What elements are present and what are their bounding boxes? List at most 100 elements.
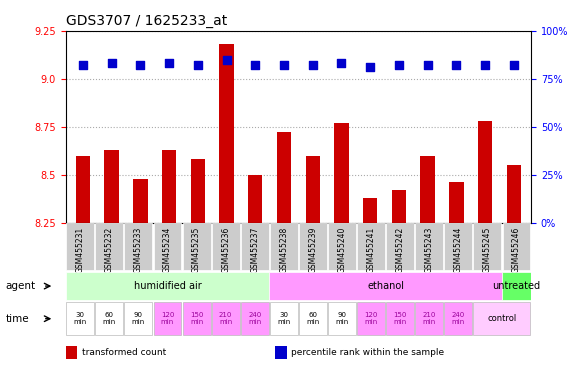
Text: untreated: untreated [492,281,541,291]
Text: GSM455241: GSM455241 [367,227,376,273]
FancyBboxPatch shape [66,223,94,270]
Bar [191,159,205,223]
FancyBboxPatch shape [415,302,443,335]
FancyBboxPatch shape [415,223,443,270]
Bar [104,150,119,223]
FancyBboxPatch shape [357,223,385,270]
Bar [392,190,406,223]
Text: 150
min: 150 min [190,312,203,325]
FancyBboxPatch shape [95,223,123,270]
Bar [478,121,492,223]
Text: 240
min: 240 min [452,312,465,325]
Bar [363,198,377,223]
FancyBboxPatch shape [124,223,152,270]
Bar [420,156,435,223]
Text: agent: agent [6,281,36,291]
Bar [449,182,464,223]
Text: GSM455231: GSM455231 [76,227,85,273]
FancyBboxPatch shape [270,272,502,300]
Point [365,64,375,70]
FancyBboxPatch shape [386,302,414,335]
Point [136,62,145,68]
Text: 210
min: 210 min [423,312,436,325]
Bar [277,132,291,223]
Text: 240
min: 240 min [248,312,262,325]
Text: 120
min: 120 min [364,312,378,325]
Text: 90
min: 90 min [132,312,145,325]
FancyBboxPatch shape [241,302,269,335]
Text: GDS3707 / 1625233_at: GDS3707 / 1625233_at [66,14,227,28]
Point [423,62,432,68]
FancyBboxPatch shape [183,223,211,270]
Text: 30
min: 30 min [277,312,291,325]
Text: control: control [487,314,517,323]
FancyBboxPatch shape [328,302,356,335]
Bar [334,123,349,223]
Point [395,62,404,68]
Text: GSM455239: GSM455239 [308,227,317,273]
FancyBboxPatch shape [95,302,123,335]
FancyBboxPatch shape [270,223,297,270]
Text: GSM455237: GSM455237 [250,227,259,273]
Text: humidified air: humidified air [134,281,202,291]
Text: GSM455235: GSM455235 [192,227,201,273]
Bar [506,165,521,223]
Text: GSM455238: GSM455238 [279,227,288,273]
Point [222,56,231,63]
FancyBboxPatch shape [66,302,94,335]
Bar [305,156,320,223]
Text: GSM455233: GSM455233 [134,227,143,273]
Bar [133,179,147,223]
Point [279,62,288,68]
Text: GSM455236: GSM455236 [221,227,230,273]
Text: 60
min: 60 min [306,312,320,325]
FancyBboxPatch shape [212,223,240,270]
Point [337,60,346,66]
FancyBboxPatch shape [154,302,182,335]
FancyBboxPatch shape [502,223,530,270]
Point [78,62,87,68]
Text: GSM455246: GSM455246 [512,227,521,273]
FancyBboxPatch shape [212,302,240,335]
Point [308,62,317,68]
Text: GSM455232: GSM455232 [105,227,114,273]
Bar [66,346,77,359]
FancyBboxPatch shape [270,302,297,335]
Bar [162,150,176,223]
Point [251,62,260,68]
FancyBboxPatch shape [473,223,501,270]
Point [509,62,518,68]
Text: 210
min: 210 min [219,312,232,325]
Bar [248,175,263,223]
Bar [76,156,90,223]
Text: 120
min: 120 min [161,312,174,325]
FancyBboxPatch shape [444,302,472,335]
Point [164,60,174,66]
FancyBboxPatch shape [357,302,385,335]
Text: GSM455234: GSM455234 [163,227,172,273]
Text: time: time [6,314,29,324]
FancyBboxPatch shape [124,302,152,335]
Point [193,62,202,68]
FancyBboxPatch shape [299,223,327,270]
Point [481,62,490,68]
Text: 30
min: 30 min [74,312,87,325]
Bar [275,346,287,359]
Text: GSM455243: GSM455243 [425,227,434,273]
Text: percentile rank within the sample: percentile rank within the sample [291,348,444,357]
FancyBboxPatch shape [473,302,530,335]
Text: 60
min: 60 min [103,312,116,325]
FancyBboxPatch shape [328,223,356,270]
Text: transformed count: transformed count [82,348,166,357]
Point [107,60,116,66]
FancyBboxPatch shape [386,223,414,270]
FancyBboxPatch shape [183,302,211,335]
Text: ethanol: ethanol [367,281,404,291]
Text: 90
min: 90 min [335,312,349,325]
FancyBboxPatch shape [299,302,327,335]
FancyBboxPatch shape [444,223,472,270]
Text: GSM455240: GSM455240 [337,227,347,273]
FancyBboxPatch shape [154,223,182,270]
FancyBboxPatch shape [241,223,269,270]
FancyBboxPatch shape [502,272,531,300]
